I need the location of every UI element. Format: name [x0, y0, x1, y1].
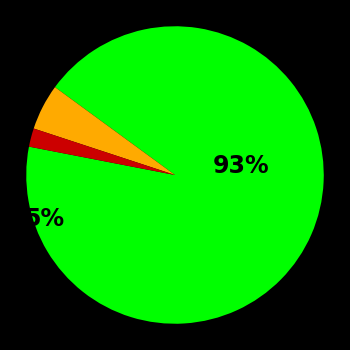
Wedge shape	[26, 26, 324, 324]
Wedge shape	[29, 128, 175, 175]
Text: 5%: 5%	[24, 207, 64, 231]
Text: 93%: 93%	[213, 154, 270, 178]
Wedge shape	[34, 87, 175, 175]
